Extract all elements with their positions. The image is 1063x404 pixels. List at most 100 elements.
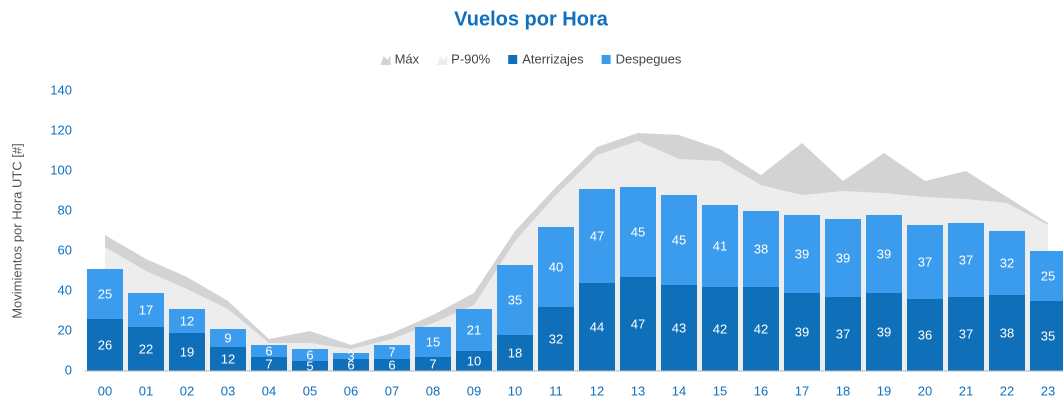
data-label: 35: [1041, 328, 1055, 343]
data-label: 25: [1041, 268, 1055, 283]
bar: [620, 187, 656, 277]
x-tick-label: 17: [795, 383, 809, 398]
data-label: 22: [139, 341, 153, 356]
y-tick-label: 40: [58, 282, 72, 297]
bar: [948, 297, 984, 371]
bar: [825, 297, 861, 371]
data-label: 40: [549, 259, 563, 274]
legend-swatch: [437, 55, 448, 65]
bar: [292, 349, 328, 361]
y-tick-label: 120: [50, 122, 72, 137]
data-label: 6: [388, 357, 395, 372]
bar: [661, 285, 697, 371]
legend-swatch: [508, 55, 518, 64]
data-label: 37: [959, 252, 973, 267]
bar: [784, 293, 820, 371]
bar: [1030, 251, 1063, 301]
data-label: 7: [265, 356, 272, 371]
data-label: 47: [631, 316, 645, 331]
bar: [169, 333, 205, 371]
chart-title: Vuelos por Hora: [454, 8, 609, 30]
data-label: 38: [1000, 325, 1014, 340]
data-label: 36: [918, 327, 932, 342]
data-label: 10: [467, 353, 481, 368]
x-tick-label: 23: [1041, 383, 1055, 398]
data-label: 7: [388, 344, 395, 359]
bar: [743, 211, 779, 287]
x-tick-label: 16: [754, 383, 768, 398]
y-tick-label: 60: [58, 242, 72, 257]
bar: [702, 287, 738, 371]
data-label: 5: [306, 358, 313, 373]
x-tick-label: 20: [918, 383, 932, 398]
data-label: 9: [224, 330, 231, 345]
x-tick-label: 10: [508, 383, 522, 398]
bar: [579, 283, 615, 371]
data-label: 3: [347, 348, 354, 363]
bar: [251, 345, 287, 357]
x-tick-label: 22: [1000, 383, 1014, 398]
bar: [866, 215, 902, 293]
bar: [661, 195, 697, 285]
data-label: 39: [877, 246, 891, 261]
bar: [866, 293, 902, 371]
x-tick-label: 13: [631, 383, 645, 398]
data-label: 39: [877, 324, 891, 339]
x-tick-label: 15: [713, 383, 727, 398]
bar: [87, 269, 123, 319]
bar: [743, 287, 779, 371]
x-tick-label: 07: [385, 383, 399, 398]
x-tick-label: 19: [877, 383, 891, 398]
x-tick-label: 03: [221, 383, 235, 398]
legend-swatch: [380, 55, 391, 65]
bar: [538, 307, 574, 371]
data-label: 17: [139, 302, 153, 317]
data-label: 39: [795, 324, 809, 339]
x-tick-label: 09: [467, 383, 481, 398]
x-tick-label: 11: [549, 383, 563, 398]
data-label: 45: [672, 232, 686, 247]
bar: [784, 215, 820, 293]
bar: [87, 319, 123, 371]
legend-label: P-90%: [451, 51, 490, 66]
bar: [907, 225, 943, 299]
data-label: 18: [508, 345, 522, 360]
x-tick-label: 01: [139, 383, 153, 398]
bar: [251, 357, 287, 371]
data-label: 15: [426, 334, 440, 349]
data-label: 37: [836, 326, 850, 341]
data-label: 21: [467, 322, 481, 337]
legend-label: Despegues: [616, 51, 682, 66]
y-tick-label: 0: [65, 362, 72, 377]
y-axis-label: Movimientos por Hora UTC [#]: [9, 143, 24, 319]
data-label: 37: [918, 254, 932, 269]
bar: [702, 205, 738, 287]
bar: [128, 293, 164, 327]
bar: [620, 277, 656, 371]
data-label: 42: [754, 321, 768, 336]
data-label: 7: [429, 356, 436, 371]
x-tick-label: 18: [836, 383, 850, 398]
bar: [169, 309, 205, 333]
y-tick-label: 80: [58, 202, 72, 217]
x-tick-label: 06: [344, 383, 358, 398]
bar: [374, 359, 410, 371]
x-tick-label: 04: [262, 383, 276, 398]
bar: [456, 309, 492, 351]
data-label: 47: [590, 228, 604, 243]
bar: [989, 295, 1025, 371]
bar: [497, 335, 533, 371]
bar: [210, 329, 246, 347]
data-label: 19: [180, 344, 194, 359]
bar: [456, 351, 492, 371]
bar: [907, 299, 943, 371]
legend-label: Aterrizajes: [522, 51, 584, 66]
bar: [292, 361, 328, 371]
data-label: 37: [959, 326, 973, 341]
data-label: 38: [754, 241, 768, 256]
y-tick-label: 20: [58, 322, 72, 337]
x-tick-label: 12: [590, 383, 604, 398]
bar: [989, 231, 1025, 295]
data-label: 6: [265, 343, 272, 358]
